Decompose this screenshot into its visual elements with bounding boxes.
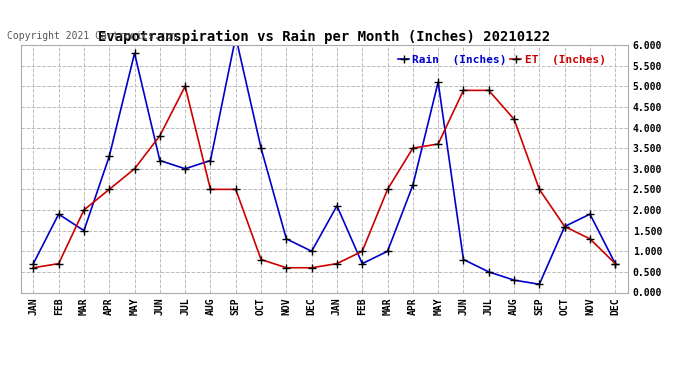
ET  (Inches) <box>181 84 189 88</box>
ET  (Inches) <box>560 224 569 229</box>
ET  (Inches) <box>384 187 392 192</box>
Rain  (Inches) <box>484 270 493 274</box>
Rain  (Inches) <box>257 146 265 150</box>
ET  (Inches) <box>434 142 442 146</box>
ET  (Inches) <box>535 187 544 192</box>
Rain  (Inches) <box>535 282 544 286</box>
ET  (Inches) <box>55 261 63 266</box>
Rain  (Inches) <box>308 249 316 254</box>
ET  (Inches) <box>232 187 240 192</box>
ET  (Inches) <box>611 261 620 266</box>
ET  (Inches) <box>257 257 265 262</box>
ET  (Inches) <box>358 249 366 254</box>
Rain  (Inches) <box>282 237 290 241</box>
ET  (Inches) <box>80 208 88 212</box>
Title: Evapotranspiration vs Rain per Month (Inches) 20210122: Evapotranspiration vs Rain per Month (In… <box>98 30 551 44</box>
Legend: Rain  (Inches), ET  (Inches): Rain (Inches), ET (Inches) <box>393 51 610 69</box>
ET  (Inches) <box>29 266 37 270</box>
ET  (Inches) <box>156 134 164 138</box>
ET  (Inches) <box>510 117 518 122</box>
Text: Copyright 2021 Cartronics.com: Copyright 2021 Cartronics.com <box>7 32 177 41</box>
Rain  (Inches) <box>130 51 139 56</box>
Rain  (Inches) <box>232 34 240 39</box>
ET  (Inches) <box>460 88 468 93</box>
Line: Rain  (Inches): Rain (Inches) <box>29 33 620 288</box>
Rain  (Inches) <box>510 278 518 282</box>
Rain  (Inches) <box>181 166 189 171</box>
Rain  (Inches) <box>206 158 215 163</box>
Rain  (Inches) <box>586 212 594 216</box>
ET  (Inches) <box>408 146 417 150</box>
ET  (Inches) <box>282 266 290 270</box>
Rain  (Inches) <box>55 212 63 216</box>
ET  (Inches) <box>484 88 493 93</box>
Line: ET  (Inches): ET (Inches) <box>29 82 620 272</box>
ET  (Inches) <box>586 237 594 241</box>
Rain  (Inches) <box>460 257 468 262</box>
Rain  (Inches) <box>434 80 442 84</box>
Rain  (Inches) <box>105 154 113 159</box>
ET  (Inches) <box>130 166 139 171</box>
Rain  (Inches) <box>29 261 37 266</box>
ET  (Inches) <box>206 187 215 192</box>
Rain  (Inches) <box>333 204 341 208</box>
ET  (Inches) <box>105 187 113 192</box>
ET  (Inches) <box>333 261 341 266</box>
ET  (Inches) <box>308 266 316 270</box>
Rain  (Inches) <box>560 224 569 229</box>
Rain  (Inches) <box>156 158 164 163</box>
Rain  (Inches) <box>384 249 392 254</box>
Rain  (Inches) <box>611 261 620 266</box>
Rain  (Inches) <box>408 183 417 188</box>
Rain  (Inches) <box>358 261 366 266</box>
Rain  (Inches) <box>80 228 88 233</box>
